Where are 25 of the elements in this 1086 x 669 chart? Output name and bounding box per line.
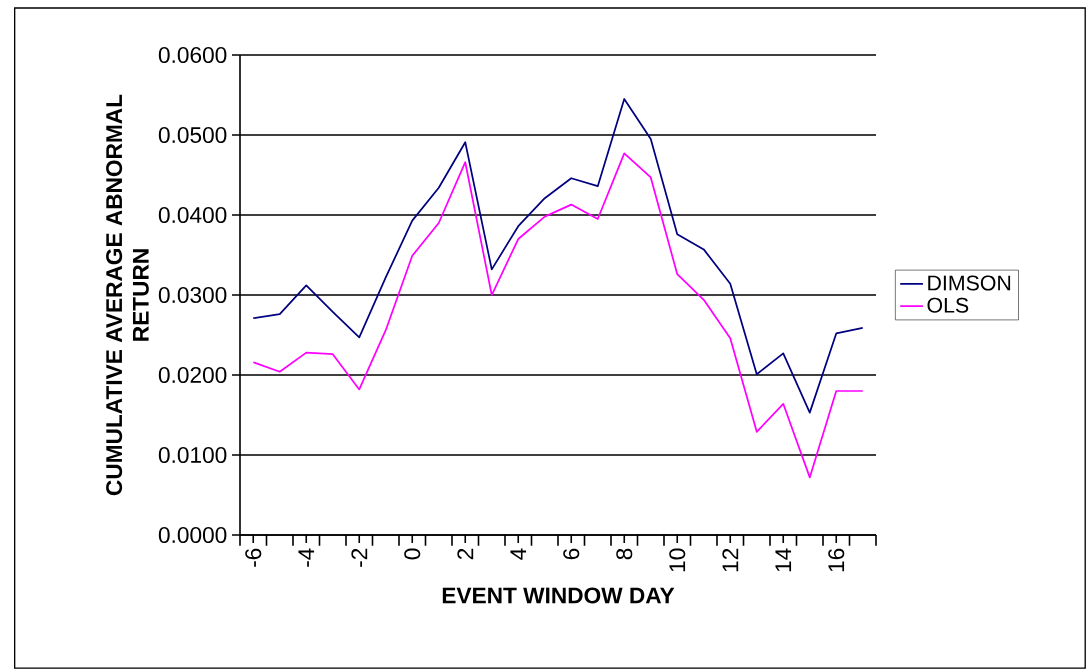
x-axis-title: EVENT WINDOW DAY <box>442 587 675 604</box>
x-tick-label: 10 <box>669 548 686 572</box>
x-tick-label: 12 <box>722 548 739 572</box>
x-tick-label: -4 <box>298 548 315 567</box>
legend-label: DIMSON <box>928 275 1011 291</box>
y-tick-label: 0.0600 <box>158 46 227 64</box>
x-tick-label: 4 <box>510 548 527 560</box>
y-tick-label: 0.0500 <box>158 126 227 144</box>
line-series <box>252 98 864 414</box>
legend-label: OLS <box>927 297 969 313</box>
x-tick-label: 14 <box>775 548 792 572</box>
x-tick-label: 8 <box>616 548 633 560</box>
x-tick-label: -6 <box>245 548 262 567</box>
x-tick-label: 16 <box>828 548 845 572</box>
y-tick-label: 0.0300 <box>158 286 227 304</box>
x-tick-label: 2 <box>457 548 474 560</box>
y-tick-label: 0.0400 <box>158 206 227 224</box>
y-axis-title: CUMULATIVE AVERAGE ABNORMAL RETURN <box>106 94 149 496</box>
y-tick-label: 0.0200 <box>158 366 227 384</box>
x-tick-label: 0 <box>404 548 421 560</box>
x-tick-label: -2 <box>351 548 368 567</box>
y-tick-label: 0.0000 <box>158 526 227 544</box>
y-tick-label: 0.0100 <box>158 446 227 464</box>
line-series <box>252 152 864 479</box>
x-tick-label: 6 <box>563 548 580 560</box>
